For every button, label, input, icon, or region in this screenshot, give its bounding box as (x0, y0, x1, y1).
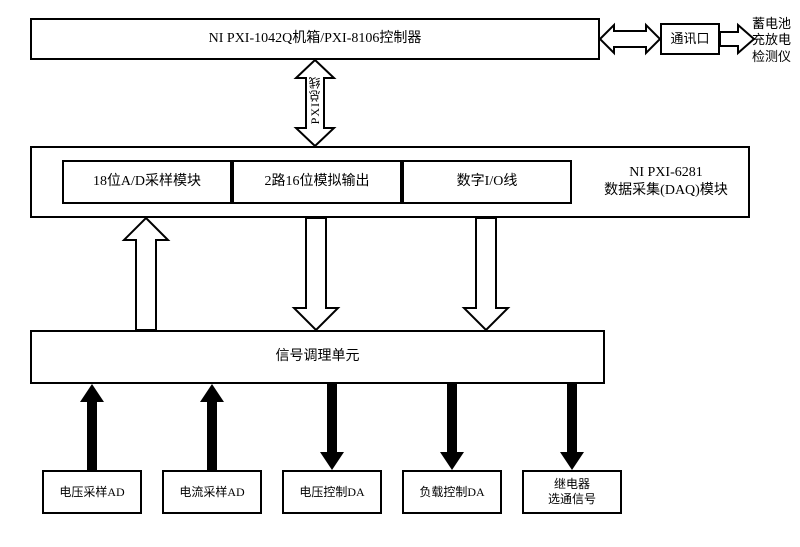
dio-down-arrow (460, 218, 512, 330)
i-sample-label: 电流采样AD (179, 485, 244, 500)
daq-ao-label: 2路16位模拟输出 (265, 173, 370, 191)
battery-arrow (720, 22, 754, 56)
ao-down-arrow (290, 218, 342, 330)
daq-dio-box: 数字I/O线 (402, 160, 572, 204)
load-ctrl-label: 负载控制DA (419, 485, 484, 500)
v-ctrl-down-arrow (320, 384, 344, 470)
comm-port-box: 通讯口 (660, 23, 720, 55)
controller-label: NI PXI-1042Q机箱/PXI-8106控制器 (209, 30, 422, 48)
battery-tester-label: 蓄电池 充放电 检测仪 (752, 16, 800, 65)
relay-down-arrow (560, 384, 584, 470)
daq-ad-label: 18位A/D采样模块 (93, 173, 201, 191)
i-sample-up-arrow (200, 384, 224, 470)
relay-box: 继电器 选通信号 (522, 470, 622, 514)
comm-double-arrow (600, 22, 660, 56)
daq-ao-box: 2路16位模拟输出 (232, 160, 402, 204)
v-sample-up-arrow (80, 384, 104, 470)
conditioning-label: 信号调理单元 (276, 348, 360, 366)
conditioning-box: 信号调理单元 (30, 330, 605, 384)
comm-port-label: 通讯口 (670, 31, 709, 47)
daq-ad-box: 18位A/D采样模块 (62, 160, 232, 204)
load-ctrl-down-arrow (440, 384, 464, 470)
controller-box: NI PXI-1042Q机箱/PXI-8106控制器 (30, 18, 600, 60)
daq-dio-label: 数字I/O线 (457, 173, 518, 191)
v-ctrl-label: 电压控制DA (299, 485, 364, 500)
v-ctrl-box: 电压控制DA (282, 470, 382, 514)
i-sample-box: 电流采样AD (162, 470, 262, 514)
pxi-bus-label: PXI总线 (308, 76, 324, 124)
v-sample-box: 电压采样AD (42, 470, 142, 514)
ad-up-arrow (120, 218, 172, 330)
relay-label: 继电器 选通信号 (548, 477, 596, 507)
load-ctrl-box: 负载控制DA (402, 470, 502, 514)
daq-title-label: NI PXI-6281 数据采集(DAQ)模块 (592, 164, 740, 199)
v-sample-label: 电压采样AD (59, 485, 124, 500)
